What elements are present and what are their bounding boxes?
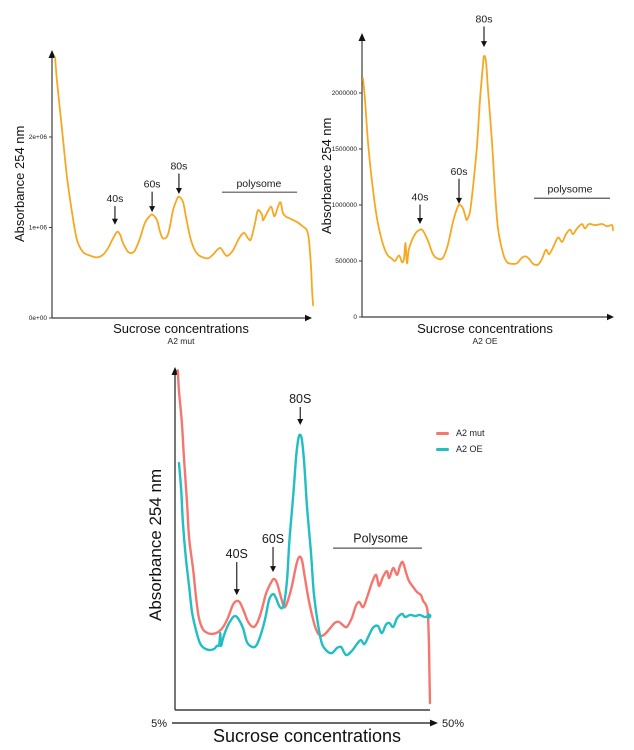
y-tick-label: 1e+06	[29, 225, 48, 232]
legend-item-a2-oe: A2 OE	[436, 441, 485, 457]
y-tick-label: 2e+06	[29, 134, 48, 141]
peak-arrowhead	[297, 418, 304, 425]
peak-label: 80s	[170, 161, 187, 173]
peak-annotation-80s: 80S	[289, 392, 311, 425]
legend-swatch-a2-oe	[436, 447, 449, 451]
peak-annotation-80s: 80s	[170, 161, 187, 195]
peak-arrowhead	[149, 206, 156, 213]
polysome-label: polysome	[236, 178, 281, 190]
plot-a2-mut: 0e+00 1e+06 2e+06 polysome 40s 60s 80s	[29, 50, 314, 322]
polysome-bracket: polysome	[534, 184, 610, 199]
peak-arrowhead	[417, 218, 423, 225]
peak-label: 40s	[412, 192, 429, 204]
curve-a2-oe	[177, 433, 431, 657]
x-tick-label: 5%	[151, 718, 167, 730]
y-tick-label: 500000	[335, 258, 357, 265]
peak-annotation-40s: 40S	[226, 547, 248, 596]
peak-label: 80S	[289, 392, 311, 406]
x-axis-label: Sucrose concentrations	[417, 321, 553, 336]
y-tick-label: 0e+00	[29, 315, 48, 322]
peak-label: 40S	[226, 547, 248, 561]
chart-combined: 5% 50% Polysome 40S 60S 80S Absorbance 254 nm…	[100, 355, 570, 750]
x-axis-label: Sucrose concentrations	[113, 321, 249, 336]
legend-swatch-a2-mut	[436, 431, 449, 435]
polysome-bracket: polysome	[222, 178, 298, 193]
peak-label: 40s	[106, 193, 123, 205]
chart-caption: A2 mut	[167, 336, 195, 346]
peak-annotation-40s: 40s	[106, 193, 123, 225]
chart-a2-mut: 0e+00 1e+06 2e+06 polysome 40s 60s 80s Absorba…	[0, 0, 330, 350]
gradient-arrowhead	[430, 719, 438, 727]
axes: 0e+00 1e+06 2e+06	[29, 50, 312, 322]
y-axis-label: Absorbance 254 nm	[319, 117, 334, 235]
peak-annotation-60s: 60S	[262, 532, 284, 573]
x-axis-arrowhead	[305, 314, 312, 322]
peak-label: 60s	[144, 179, 161, 191]
legend: A2 mut A2 OE	[436, 425, 485, 457]
y-axis-arrowhead	[171, 367, 179, 375]
legend-label-a2-oe: A2 OE	[456, 444, 483, 454]
peak-arrowhead	[175, 188, 182, 195]
peak-label: 60S	[262, 532, 284, 546]
peak-arrowhead	[270, 566, 277, 573]
peak-arrowhead	[111, 218, 118, 225]
y-tick-label: 2000000	[332, 90, 358, 97]
peak-arrowhead	[456, 197, 462, 204]
chart-a2-oe: 0 500000 1000000 1500000 2000000 polysome 40s 6…	[310, 0, 634, 350]
peak-arrowhead	[233, 589, 240, 596]
curve-end-dot	[426, 613, 432, 619]
peak-annotation-60s: 60s	[144, 179, 161, 213]
polysome-bracket: Polysome	[333, 532, 423, 549]
peak-annotation-40s: 40s	[412, 192, 429, 225]
y-axis-label: Absorbance 254 nm	[12, 125, 27, 243]
curve-a2-mut	[176, 369, 432, 705]
peak-label: 80s	[476, 13, 493, 25]
y-axis-label: Absorbance 254 nm	[146, 468, 165, 622]
plot-combined: 5% 50% Polysome 40S 60S 80S	[151, 367, 464, 730]
y-tick-label: 1500000	[332, 146, 358, 153]
peak-annotation-80s: 80s	[476, 13, 493, 48]
axes: 0 500000 1000000 1500000 2000000	[332, 33, 614, 321]
y-axis-arrowhead	[48, 50, 56, 58]
plot-a2-oe: 0 500000 1000000 1500000 2000000 polysome 40s 6…	[332, 13, 614, 321]
x-axis-label: Sucrose concentrations	[212, 726, 402, 746]
x-tick-label: 50%	[442, 718, 464, 730]
y-axis-arrowhead	[358, 33, 366, 41]
curve-a2-mut	[54, 56, 314, 307]
x-axis-arrowhead	[607, 313, 614, 321]
y-tick-label: 0	[353, 314, 357, 321]
curve-a2-oe	[362, 54, 614, 266]
legend-item-a2-mut: A2 mut	[436, 425, 485, 441]
polysome-label: Polysome	[353, 532, 408, 546]
chart-caption: A2 OE	[472, 336, 498, 346]
peak-annotation-60s: 60s	[451, 166, 468, 204]
legend-label-a2-mut: A2 mut	[456, 428, 485, 438]
peak-arrowhead	[481, 41, 487, 48]
polysome-label: polysome	[548, 184, 593, 196]
axes: 5% 50%	[151, 367, 464, 730]
peak-label: 60s	[451, 166, 468, 178]
y-tick-label: 1000000	[332, 202, 358, 209]
